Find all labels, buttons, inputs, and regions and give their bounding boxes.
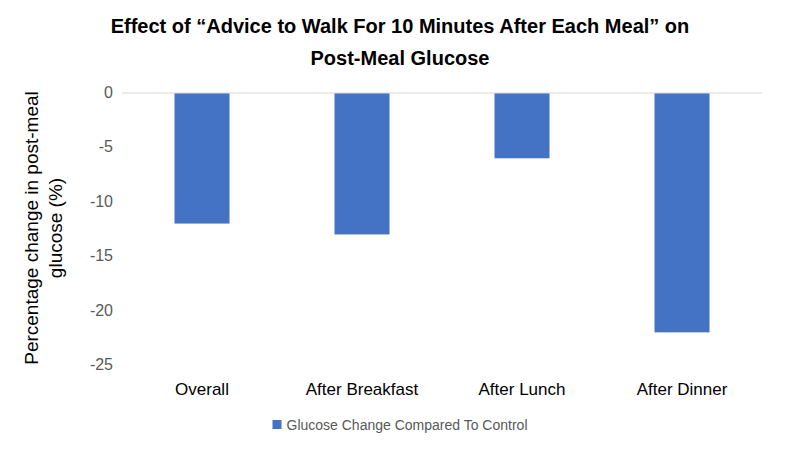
x-tick-label: After Breakfast bbox=[306, 380, 419, 399]
legend: Glucose Change Compared To Control bbox=[273, 417, 528, 433]
y-tick-label: -20 bbox=[90, 302, 113, 319]
chart: Effect of “Advice to Walk For 10 Minutes… bbox=[0, 0, 800, 449]
y-axis-label: Percentage change in post-mealglucose (%… bbox=[21, 91, 66, 365]
bar bbox=[495, 93, 550, 158]
x-tick-label: After Dinner bbox=[637, 380, 728, 399]
y-tick-label: -15 bbox=[90, 247, 113, 264]
bars bbox=[175, 93, 710, 332]
bar bbox=[655, 93, 710, 332]
y-tick-label: -10 bbox=[90, 193, 113, 210]
y-tick-label: -5 bbox=[99, 138, 113, 155]
y-tick-label: -25 bbox=[90, 356, 113, 373]
legend-label: Glucose Change Compared To Control bbox=[287, 417, 528, 433]
legend-swatch bbox=[273, 420, 282, 429]
bar bbox=[335, 93, 390, 234]
title: Effect of “Advice to Walk For 10 Minutes… bbox=[111, 15, 690, 69]
y-tick-label: 0 bbox=[104, 84, 113, 101]
x-tick-label: Overall bbox=[175, 380, 229, 399]
bar bbox=[175, 93, 230, 224]
x-tick-label: After Lunch bbox=[479, 380, 566, 399]
x-axis-line bbox=[122, 93, 762, 94]
